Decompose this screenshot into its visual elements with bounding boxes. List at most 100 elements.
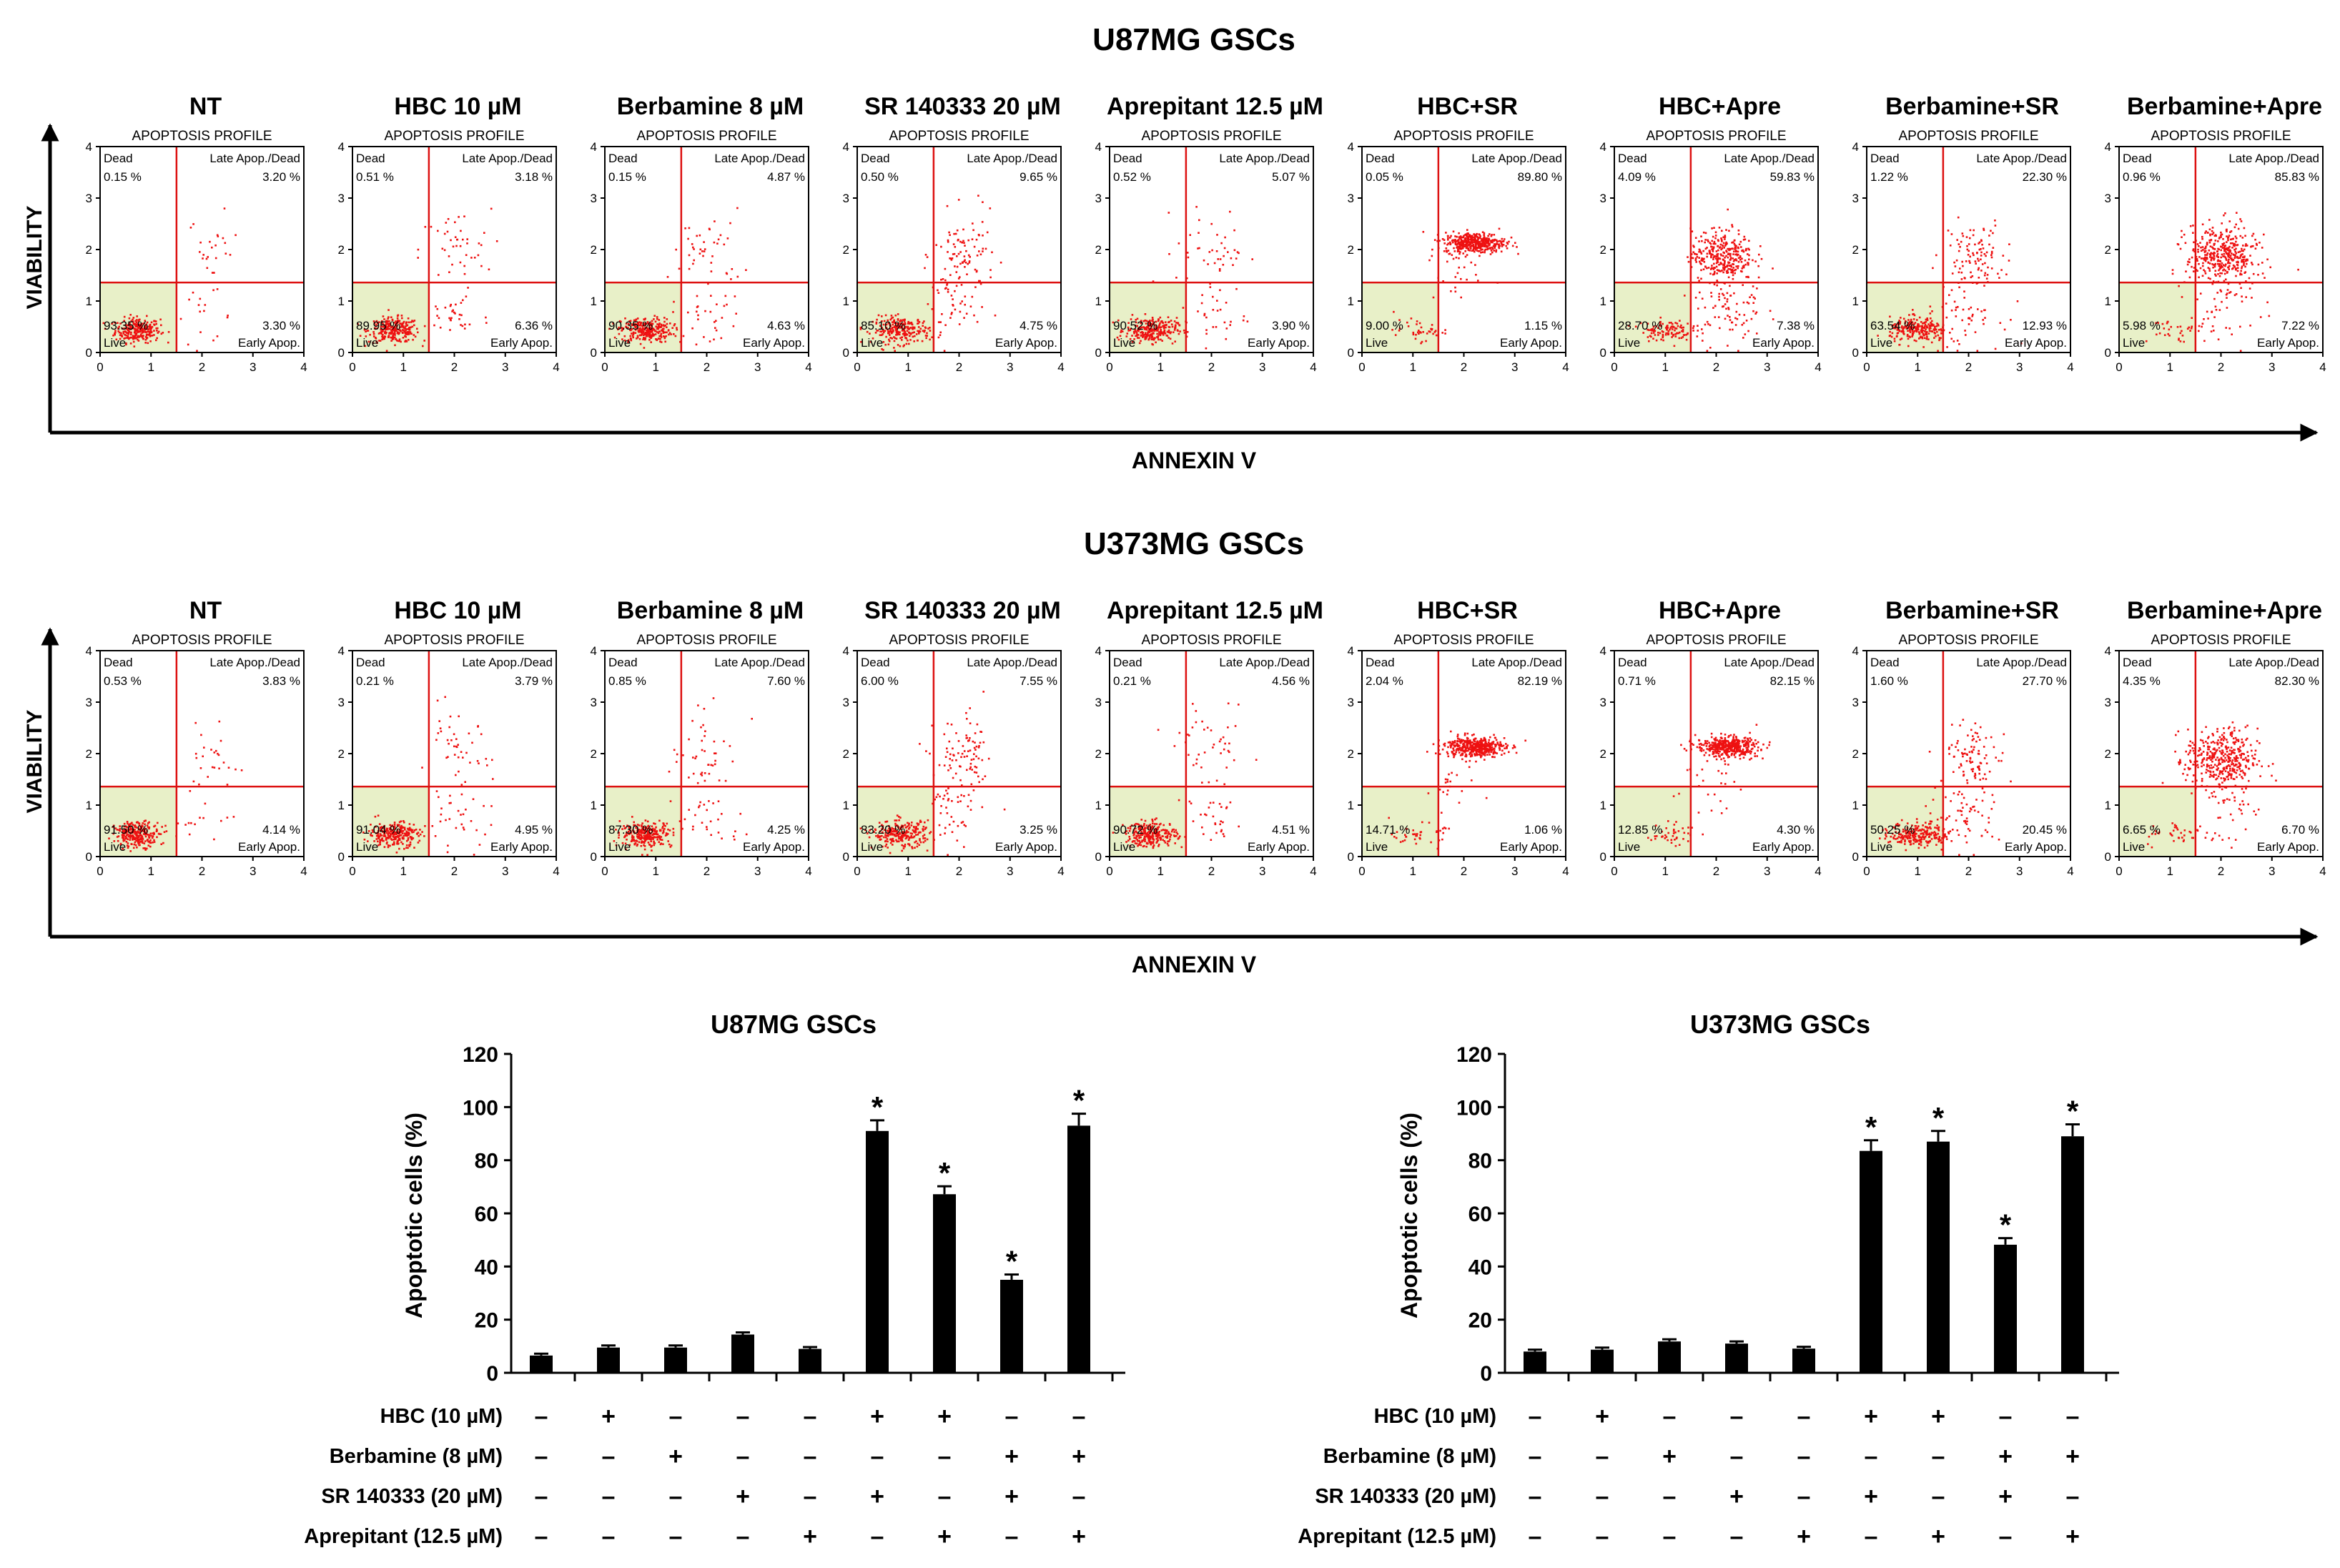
event-dot: [2233, 257, 2236, 259]
event-dot: [2193, 250, 2196, 252]
event-dot: [1893, 340, 1896, 342]
event-dot: [1186, 277, 1188, 280]
event-dot: [1748, 258, 1750, 261]
event-dot: [1462, 247, 1464, 250]
event-dot: [386, 322, 388, 325]
event-dot: [2236, 267, 2239, 269]
event-dot: [1729, 257, 1732, 259]
event-dot: [1447, 250, 1450, 252]
event-dot: [739, 812, 741, 815]
event-dot: [982, 247, 984, 250]
event-dot: [1138, 342, 1141, 345]
quadrant-label-live: Live: [104, 336, 126, 350]
event-dot: [935, 244, 937, 246]
event-dot: [1915, 330, 1918, 332]
event-dot: [142, 847, 144, 849]
event-dot: [633, 824, 636, 827]
quadrant-label-dead: Dead: [356, 152, 385, 165]
quadrant-value-live: 63.54 %: [1870, 319, 1915, 332]
event-dot: [906, 330, 909, 332]
event-dot: [1709, 272, 1712, 275]
event-dot: [153, 334, 155, 336]
event-dot: [882, 333, 884, 335]
event-dot: [1473, 240, 1476, 243]
event-dot: [458, 313, 461, 316]
event-dot: [375, 834, 378, 837]
event-dot: [721, 317, 724, 319]
event-dot: [2206, 254, 2208, 256]
event-dot: [1717, 245, 1719, 247]
event-dot: [1704, 306, 1707, 309]
event-dot: [1473, 250, 1476, 253]
event-dot: [438, 274, 440, 276]
event-dot: [631, 834, 633, 837]
event-dot: [1430, 327, 1432, 330]
event-dot: [1925, 337, 1928, 340]
event-dot: [1720, 248, 1722, 251]
panel-condition-label: NT: [189, 93, 222, 120]
event-dot: [1484, 250, 1486, 252]
y-tick-label: 0: [591, 346, 597, 360]
event-dot: [730, 278, 732, 280]
event-dot: [460, 324, 462, 326]
event-dot: [1667, 332, 1670, 335]
event-dot: [1659, 332, 1662, 335]
event-dot: [119, 825, 121, 827]
event-dot: [144, 325, 147, 327]
event-dot: [2171, 269, 2174, 271]
event-dot: [953, 252, 956, 255]
event-dot: [1665, 332, 1667, 335]
event-dot: [1667, 330, 1670, 332]
event-dot: [134, 837, 136, 839]
event-dot: [141, 336, 144, 339]
event-dot: [477, 254, 480, 257]
event-dot: [476, 760, 479, 762]
event-dot: [453, 733, 455, 736]
event-dot: [648, 336, 651, 338]
event-dot: [1713, 267, 1715, 269]
y-tick-label: 2: [86, 243, 92, 257]
event-dot: [732, 325, 735, 327]
event-dot: [1134, 325, 1137, 327]
event-dot: [696, 305, 699, 307]
event-dot: [964, 245, 966, 247]
event-dot: [413, 324, 415, 327]
event-dot: [967, 254, 970, 257]
event-dot: [1718, 295, 1720, 298]
event-dot: [2218, 248, 2220, 251]
event-dot: [1920, 328, 1923, 331]
event-dot: [1915, 340, 1917, 342]
event-dot: [2245, 260, 2247, 262]
event-dot: [1130, 318, 1132, 320]
event-dot: [1657, 334, 1659, 336]
event-dot: [1659, 324, 1661, 327]
event-dot: [1934, 325, 1936, 328]
event-dot: [1163, 327, 1165, 330]
event-dot: [1223, 255, 1225, 257]
event-dot: [1229, 210, 1231, 213]
event-dot: [144, 833, 147, 836]
event-dot: [129, 314, 132, 316]
event-dot: [1152, 330, 1154, 332]
event-dot: [155, 828, 158, 831]
event-dot: [1152, 332, 1155, 334]
event-dot: [2206, 232, 2209, 234]
event-dot: [144, 832, 146, 834]
event-dot: [379, 340, 382, 342]
event-dot: [673, 749, 676, 751]
event-dot: [917, 322, 919, 325]
event-dot: [989, 269, 992, 271]
event-dot: [716, 303, 718, 305]
event-dot: [151, 335, 154, 337]
event-dot: [656, 323, 658, 325]
event-dot: [2237, 251, 2240, 253]
event-dot: [403, 821, 405, 824]
event-dot: [144, 847, 147, 850]
event-dot: [205, 257, 208, 260]
event-dot: [663, 337, 666, 340]
event-dot: [1716, 253, 1718, 256]
event-dot: [679, 340, 681, 343]
event-dot: [1465, 244, 1468, 247]
event-dot: [1970, 319, 1973, 322]
event-dot: [1236, 251, 1239, 253]
